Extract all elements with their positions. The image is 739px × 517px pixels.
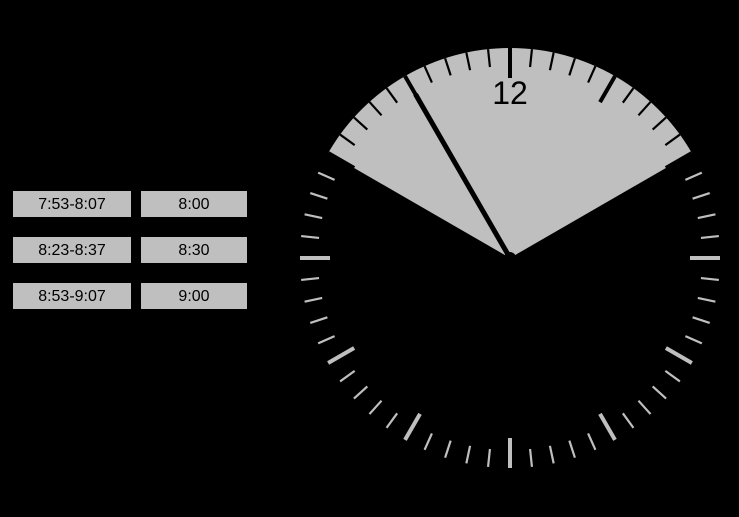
analog-clock: 12 <box>290 28 730 488</box>
clock-numeral-12: 12 <box>492 75 528 111</box>
time-cell: 8:00 <box>140 190 248 218</box>
time-cell: 8:30 <box>140 236 248 264</box>
range-cell: 8:53-9:07 <box>12 282 132 310</box>
time-cell: 9:00 <box>140 282 248 310</box>
range-cell: 7:53-8:07 <box>12 190 132 218</box>
range-cell: 8:23-8:37 <box>12 236 132 264</box>
time-table: 7:53-8:07 8:00 8:23-8:37 8:30 8:53-9:07 … <box>12 190 248 328</box>
table-row: 7:53-8:07 8:00 <box>12 190 248 218</box>
table-row: 8:53-9:07 9:00 <box>12 282 248 310</box>
table-row: 8:23-8:37 8:30 <box>12 236 248 264</box>
